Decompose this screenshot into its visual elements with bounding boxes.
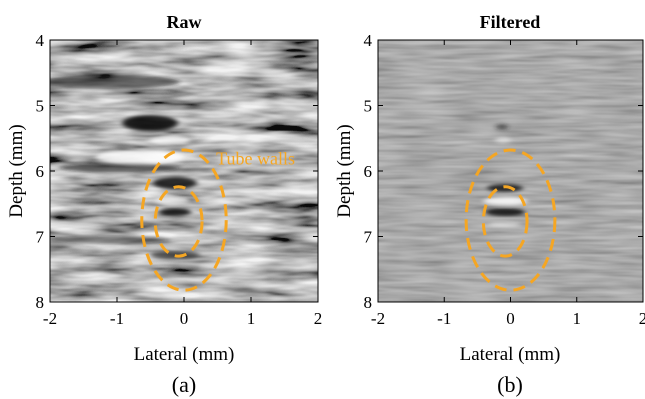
xtick-label: 2 [639, 309, 645, 328]
xtick-label: 1 [247, 309, 256, 328]
caption-b: (b) [497, 372, 523, 397]
xtick-label: 1 [573, 309, 582, 328]
ytick-label: 4 [36, 31, 45, 50]
ytick-label: 8 [364, 293, 373, 312]
raw-image [50, 40, 318, 302]
raw-echo-features [50, 75, 200, 259]
ytick-label: 6 [36, 162, 45, 181]
caption-a: (a) [172, 372, 196, 397]
raw-ylabel: Depth (mm) [6, 124, 27, 217]
filtered-title: Filtered [480, 12, 541, 32]
tube-walls-label: Tube walls [216, 148, 295, 168]
raw-xlabel: Lateral (mm) [134, 344, 235, 365]
raw-ellipses [140, 148, 228, 292]
raw-title: Raw [167, 12, 202, 32]
xtick-label: -1 [437, 309, 451, 328]
tube-wall-ellipse [464, 148, 557, 292]
ytick-label: 7 [364, 228, 373, 247]
filtered-xlabel: Lateral (mm) [460, 344, 561, 365]
ytick-label: 6 [364, 162, 373, 181]
ytick-label: 7 [36, 228, 45, 247]
xtick-label: -2 [43, 309, 57, 328]
xtick-label: 0 [180, 309, 189, 328]
xtick-label: -2 [371, 309, 385, 328]
tube-wall-ellipse [481, 185, 529, 258]
panel-raw: Raw -2 -1 0 1 2 4 5 6 7 8 Tube walls Lateral (mm)… [6, 12, 322, 397]
ytick-label: 5 [36, 97, 45, 116]
tube-wall-ellipse [153, 185, 204, 258]
xtick-label: 0 [506, 309, 515, 328]
panel-filtered: Filtered -2 -1 0 1 2 4 5 6 7 8 Lateral (mm) Depth… [334, 12, 645, 397]
filtered-image [378, 40, 643, 302]
filtered-ticks: -2 -1 0 1 2 4 5 6 7 8 [364, 31, 645, 328]
xtick-label: -1 [110, 309, 124, 328]
ytick-label: 8 [36, 293, 45, 312]
tube-wall-ellipse [140, 148, 228, 292]
xtick-label: 2 [314, 309, 323, 328]
filtered-ylabel: Depth (mm) [334, 124, 355, 217]
ytick-label: 4 [364, 31, 373, 50]
filtered-ellipses [464, 148, 557, 292]
ytick-label: 5 [364, 97, 373, 116]
raw-ticks: -2 -1 0 1 2 4 5 6 7 8 [36, 31, 323, 328]
